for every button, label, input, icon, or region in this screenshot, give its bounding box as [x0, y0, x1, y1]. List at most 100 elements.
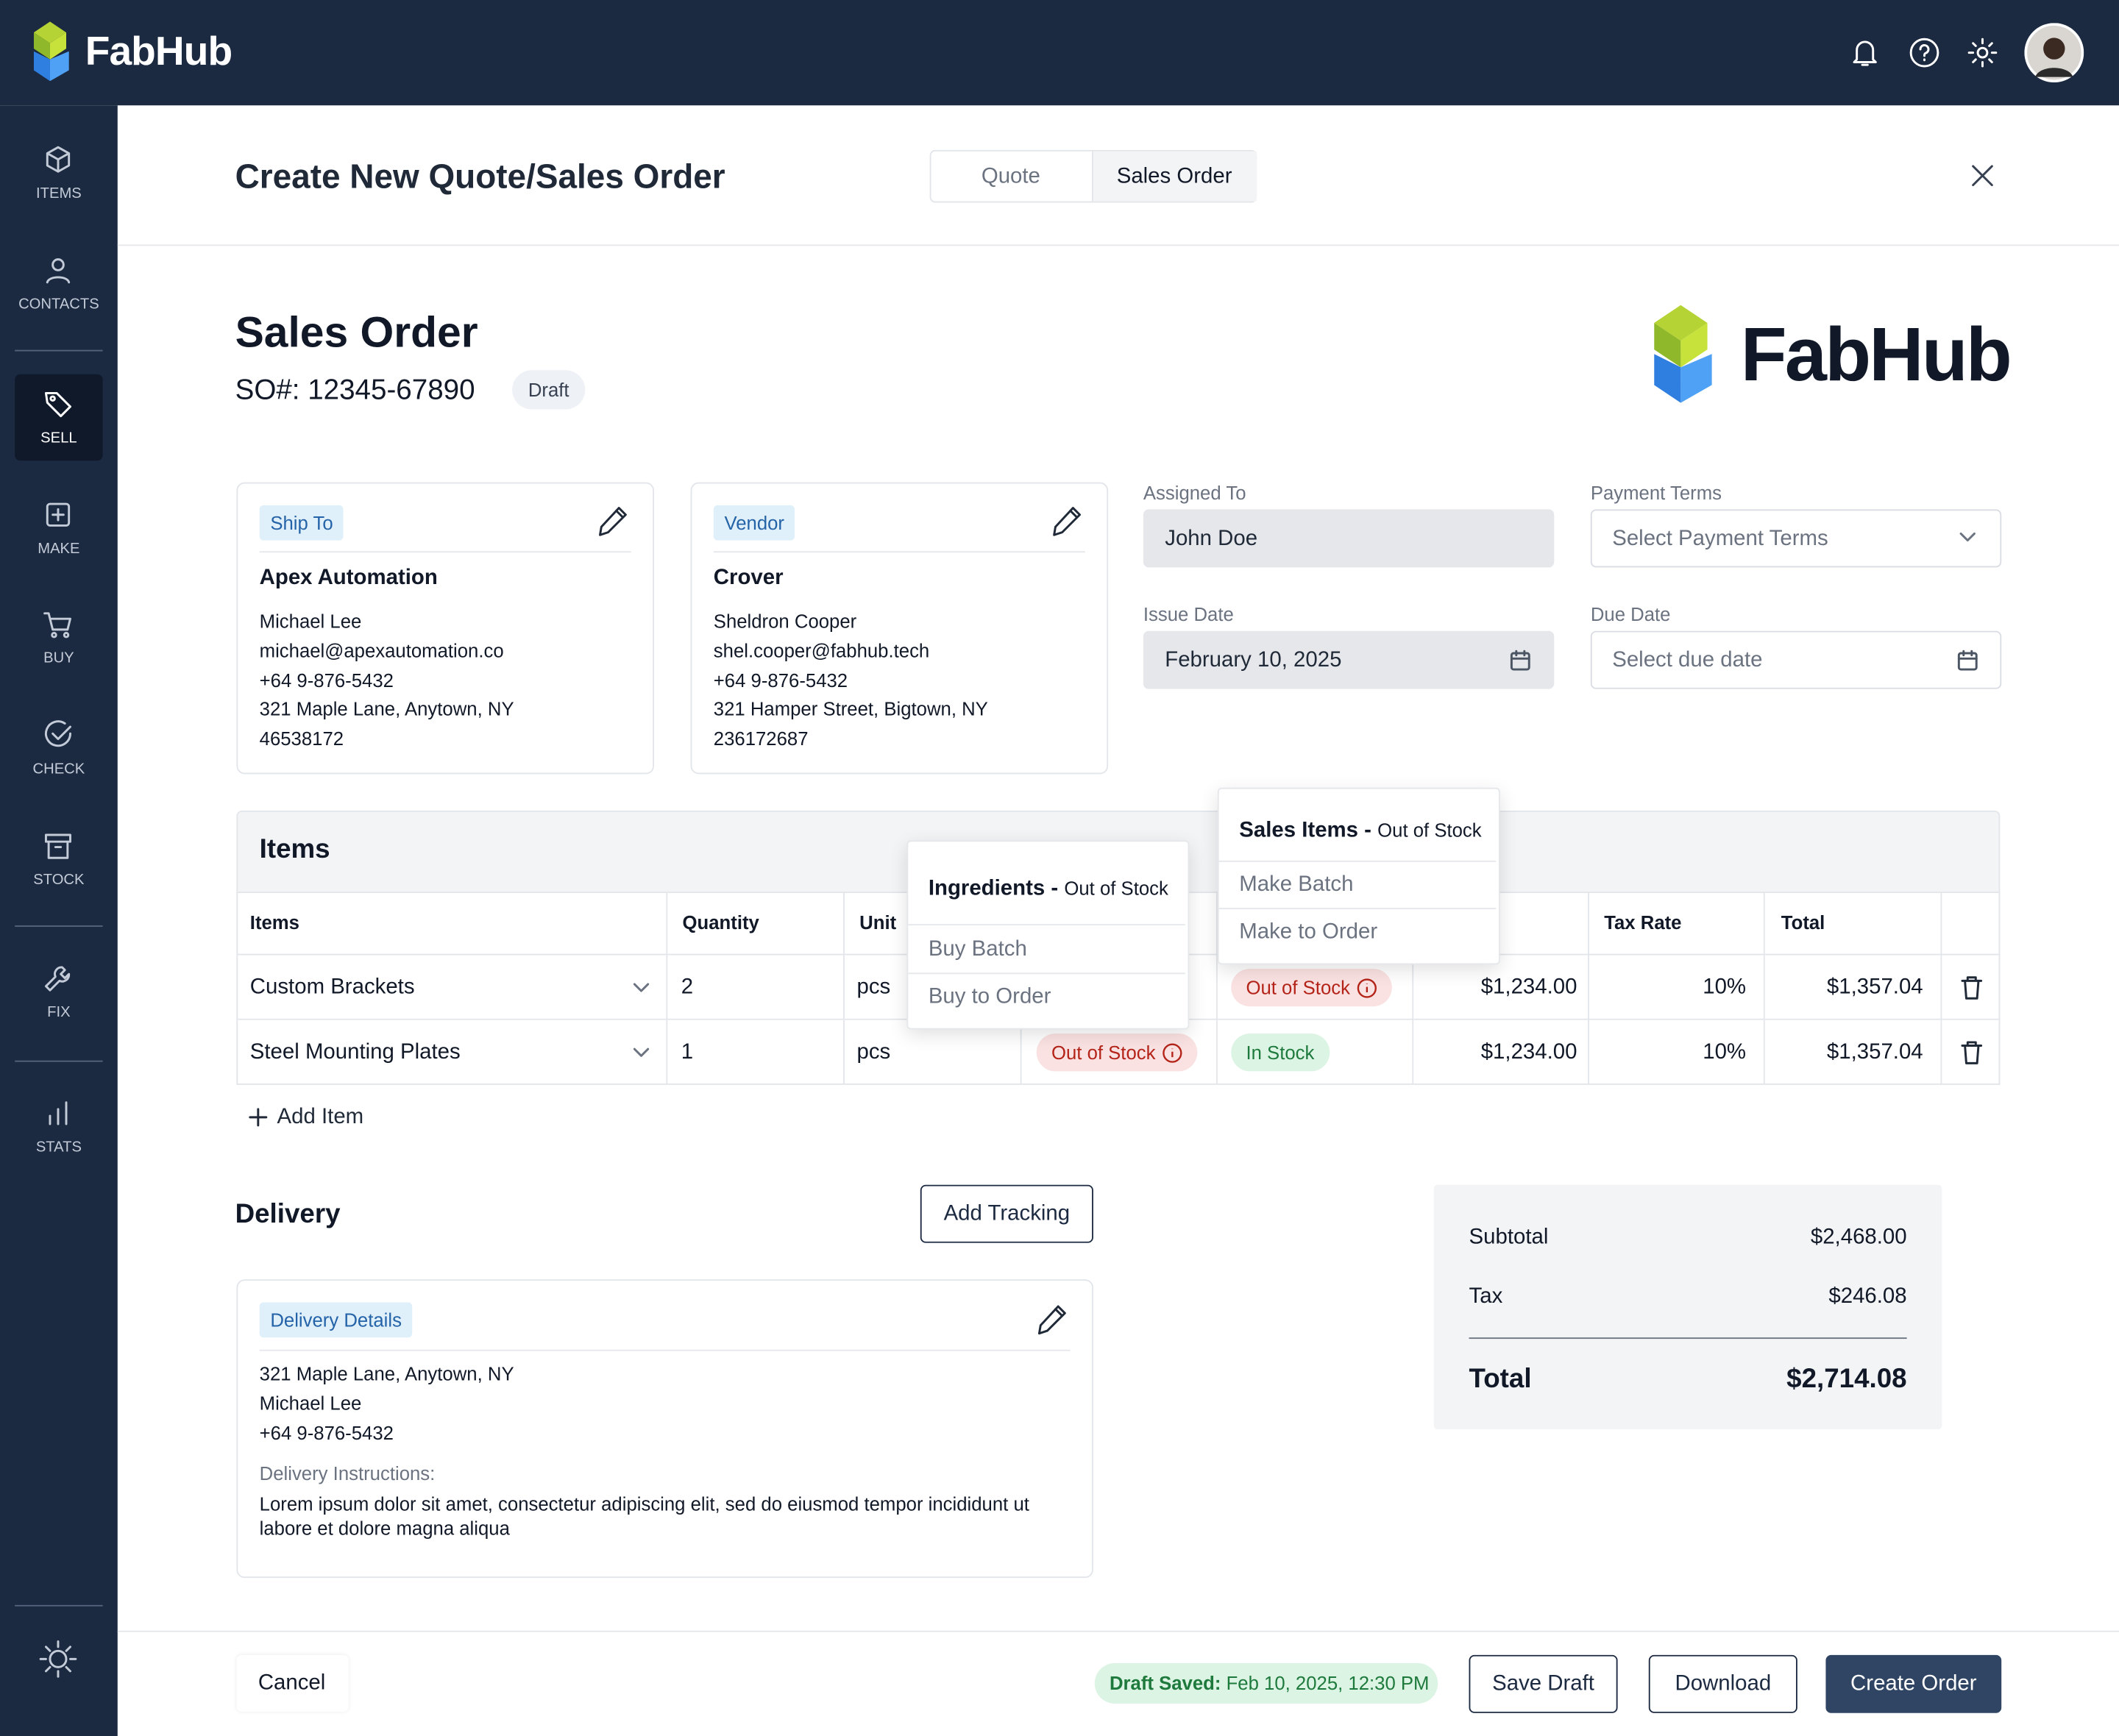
brand: FabHub — [85, 29, 233, 75]
nav-label: FIX — [47, 1004, 71, 1021]
close-icon[interactable] — [1970, 163, 1995, 188]
bell-icon[interactable] — [1850, 38, 1879, 67]
instructions: Lorem ipsum dolor sit amet, consectetur … — [259, 1493, 1029, 1539]
input[interactable] — [1590, 630, 2002, 689]
nav-icon[interactable] — [43, 1098, 73, 1128]
delete-icon[interactable] — [1961, 1040, 1983, 1064]
edit-icon[interactable] — [596, 504, 628, 539]
divider — [1218, 908, 1497, 910]
nav-label: CHECK — [32, 761, 85, 778]
tag: Vendor — [713, 505, 795, 541]
delete-icon[interactable] — [1961, 975, 1983, 1000]
edit-icon[interactable] — [1050, 504, 1082, 539]
popup-title: Ingredients - Out of Stock — [929, 876, 1168, 902]
popup-option[interactable]: Make Batch — [1239, 873, 1354, 897]
popup-status: Out of Stock — [1064, 877, 1168, 900]
card-line: michael@apexautomation.co — [259, 639, 504, 661]
card-line: 46538172 — [259, 728, 344, 750]
card-line: 321 Hamper Street, Bigtown, NY — [713, 698, 988, 720]
big-logo-icon — [1654, 305, 1712, 403]
popup-option[interactable]: Buy to Order — [928, 985, 1051, 1008]
help-icon[interactable] — [1909, 38, 1939, 68]
tab[interactable]: Sales Order — [1116, 165, 1232, 189]
chevron[interactable] — [1958, 531, 1977, 544]
theme-icon[interactable] — [39, 1640, 77, 1678]
stock-status: Out of Stock — [1246, 976, 1350, 999]
stock-badge[interactable]: Out of Stock — [1231, 968, 1392, 1007]
stock-popup — [1217, 787, 1500, 965]
logo-icon — [33, 21, 69, 82]
items-title: Items — [259, 835, 330, 865]
edit-icon[interactable] — [1035, 1302, 1068, 1337]
input[interactable] — [1143, 509, 1555, 568]
table-cell — [1764, 892, 1942, 956]
nav-icon[interactable] — [43, 500, 73, 530]
popup-option[interactable]: Buy Batch — [928, 938, 1027, 961]
table-cell — [1764, 1020, 1942, 1085]
chevron[interactable] — [633, 982, 650, 995]
nav-icon[interactable] — [43, 389, 73, 419]
nav-label: BUY — [43, 650, 74, 667]
line-total: $1,357.04 — [1826, 1040, 1923, 1064]
table-cell — [1764, 955, 1942, 1020]
divider — [908, 924, 1185, 926]
field-label: Assigned To — [1143, 481, 1246, 504]
separator — [15, 1060, 103, 1062]
nav-icon[interactable] — [43, 609, 73, 638]
stock-badge[interactable]: In Stock — [1231, 1033, 1330, 1072]
calendar-icon[interactable] — [1510, 650, 1531, 671]
save-draft-button[interactable]: Save Draft — [1469, 1654, 1618, 1713]
input[interactable] — [1590, 509, 2002, 568]
table-cell — [1413, 1020, 1589, 1085]
add-tracking-button[interactable]: Add Tracking — [920, 1184, 1093, 1243]
stock-badge[interactable]: Out of Stock — [1036, 1033, 1198, 1072]
line-total: $1,357.04 — [1826, 975, 1923, 999]
nav-icon[interactable] — [43, 145, 73, 174]
avatar[interactable] — [2024, 23, 2084, 83]
popup-option[interactable]: Make to Order — [1239, 920, 1378, 944]
divider — [1469, 1337, 1907, 1340]
create-order-button[interactable]: Create Order — [1825, 1654, 2002, 1713]
quantity: 1 — [681, 1040, 694, 1064]
field-value: February 10, 2025 — [1165, 649, 1342, 672]
chevron[interactable] — [633, 1047, 650, 1059]
table-cell — [1942, 955, 2001, 1020]
stock-status: In Stock — [1246, 1042, 1315, 1064]
divider — [117, 244, 2119, 246]
divider — [259, 1349, 1071, 1351]
table-cell — [667, 955, 845, 1020]
nav-icon[interactable] — [43, 831, 73, 861]
tag: Delivery Details — [259, 1302, 413, 1338]
popup-status: Out of Stock — [1377, 819, 1482, 842]
card-line: 236172687 — [713, 728, 809, 750]
cancel[interactable]: Cancel — [258, 1671, 326, 1695]
quantity: 2 — [681, 975, 694, 999]
modal-title: Create New Quote/Sales Order — [235, 157, 725, 196]
plus-icon[interactable] — [249, 1108, 268, 1127]
add-item[interactable]: Add Item — [277, 1106, 364, 1129]
big-logo-text: FabHub — [1740, 311, 2012, 396]
card-name: Apex Automation — [259, 566, 438, 590]
card-line: +64 9-876-5432 — [713, 669, 848, 691]
saved-time: Feb 10, 2025, 12:30 PM — [1226, 1671, 1430, 1694]
delivery-line: 321 Maple Lane, Anytown, NY — [259, 1362, 514, 1384]
order-number: SO#: 12345-67890 — [235, 374, 475, 406]
table-cell — [1413, 955, 1589, 1020]
field-value: Select due date — [1612, 649, 1763, 672]
summary-value: $246.08 — [1828, 1285, 1907, 1309]
settings-icon[interactable] — [1967, 38, 1998, 68]
nav-icon[interactable] — [43, 255, 73, 285]
tab[interactable]: Quote — [981, 165, 1040, 189]
download-button[interactable]: Download — [1648, 1654, 1797, 1713]
separator — [15, 925, 103, 927]
nav-icon[interactable] — [43, 720, 73, 750]
delivery-line: +64 9-876-5432 — [259, 1422, 394, 1444]
column-header: Items — [249, 911, 299, 933]
input[interactable] — [1143, 630, 1555, 689]
calendar-icon[interactable] — [1957, 650, 1978, 671]
table-cell — [1942, 892, 2001, 956]
info-icon[interactable] — [1163, 1043, 1183, 1064]
info-icon[interactable] — [1357, 978, 1377, 999]
nav-icon[interactable] — [43, 963, 73, 992]
popup-title-text: Ingredients - — [928, 877, 1059, 900]
